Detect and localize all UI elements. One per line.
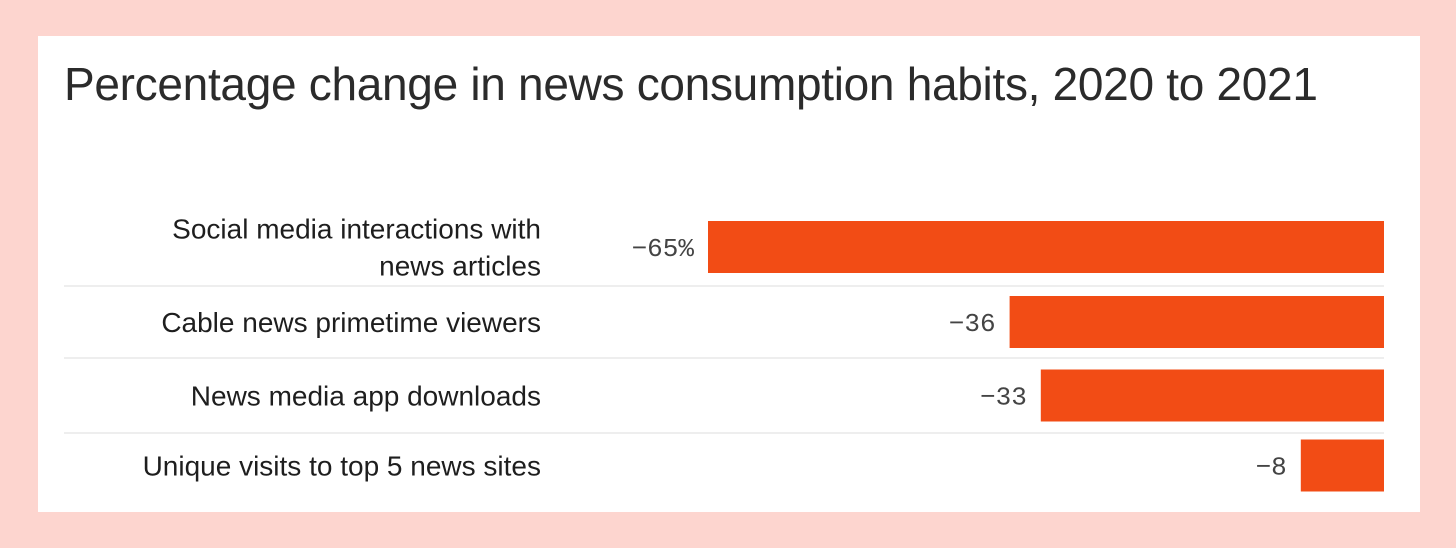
category-label: News media app downloads (191, 381, 541, 412)
category-label: Cable news primetime viewers (161, 307, 541, 338)
dividers (64, 285, 1384, 434)
bar (1009, 296, 1384, 348)
value-label: −65% (632, 234, 695, 264)
chart-title: Percentage change in news consumption ha… (64, 58, 1318, 110)
category-labels: Social media interactions with news artic… (143, 214, 541, 482)
value-label: −33 (980, 383, 1027, 413)
bars (708, 221, 1384, 492)
bar (708, 221, 1384, 273)
chart-card: Percentage change in news consumption ha… (38, 36, 1420, 512)
category-label: Unique visits to top 5 news sites (143, 451, 541, 482)
bar-chart: −65% −36 −33 −8 Social media interactions w… (64, 214, 1384, 492)
bar (1300, 439, 1384, 492)
value-label: −36 (949, 309, 996, 339)
value-labels: −65% −36 −33 −8 (632, 234, 1287, 483)
value-label: −8 (1256, 453, 1287, 483)
category-label: news articles (379, 251, 541, 282)
bar (1040, 369, 1384, 422)
category-label: Social media interactions with (172, 214, 541, 245)
